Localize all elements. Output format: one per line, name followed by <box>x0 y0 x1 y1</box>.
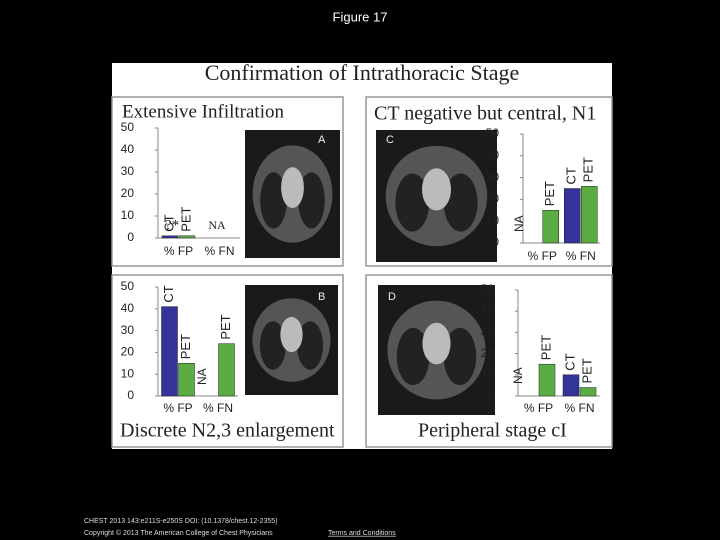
bar <box>178 363 195 397</box>
series-label: PET <box>218 314 233 339</box>
citation: CHEST 2013 143:e211S-e250S DOI: (10.1378… <box>84 518 278 525</box>
x-tick-label: % FP <box>164 244 193 258</box>
bar <box>581 186 598 244</box>
y-tick-label: 0 <box>127 388 134 402</box>
y-tick-label: 30 <box>481 325 495 339</box>
x-tick-label: % FP <box>528 249 557 263</box>
x-tick-label: % FN <box>203 401 233 415</box>
bar <box>178 235 196 239</box>
series-label: PET <box>538 335 553 360</box>
panel-letter: B <box>318 291 325 303</box>
ct-lung <box>443 173 478 232</box>
y-tick-label: 20 <box>481 346 495 360</box>
x-tick-label: % FN <box>205 244 235 258</box>
x-tick-label: % FN <box>566 249 596 263</box>
panel-border <box>365 274 613 448</box>
copyright: Copyright © 2013 The American College of… <box>84 529 273 537</box>
series-label: PET <box>178 334 193 359</box>
ct-lung <box>443 327 477 386</box>
terms-link[interactable]: Terms and Conditions <box>328 530 396 537</box>
series-label: PET <box>579 358 594 383</box>
ct-lung <box>298 172 325 229</box>
y-tick-label: 0 <box>487 388 494 402</box>
y-tick-label: 0 <box>127 230 134 244</box>
y-tick-label: 40 <box>121 142 135 156</box>
bar <box>562 374 580 397</box>
series-label: PET <box>581 157 596 182</box>
panel-border <box>365 96 613 267</box>
series-label: CT <box>562 353 577 370</box>
panel-letter: A <box>318 134 326 146</box>
y-tick-label: 10 <box>121 366 135 380</box>
annotation: ?* <box>165 217 179 233</box>
y-tick-label: 10 <box>121 208 135 222</box>
bar <box>564 188 581 244</box>
annotation: NA <box>511 367 525 384</box>
ct-lung <box>395 173 430 232</box>
panel-letter: C <box>386 134 394 146</box>
ct-mediastinum <box>421 168 452 211</box>
y-tick-label: 50 <box>121 120 135 134</box>
y-tick-label: 50 <box>121 279 135 293</box>
panel-title: CT negative but central, N1 <box>374 103 596 125</box>
y-tick-label: 20 <box>121 345 135 359</box>
figure-title: Confirmation of Intrathoracic Stage <box>205 60 520 85</box>
slide-title: Figure 17 <box>333 9 388 24</box>
ct-mediastinum <box>280 316 303 353</box>
panel-title: Discrete N2,3 enlargement <box>120 420 335 442</box>
y-tick-label: 20 <box>121 186 135 200</box>
bar <box>161 235 179 239</box>
bar <box>218 343 235 397</box>
bar <box>161 306 178 397</box>
y-tick-label: 50 <box>481 282 495 296</box>
figure <box>112 63 612 449</box>
series-label: PET <box>178 206 193 231</box>
panel-title: Peripheral stage cI <box>418 420 567 442</box>
panel-title: Extensive Infiltration <box>122 101 284 122</box>
annotation: NA <box>208 218 226 232</box>
series-label: CT <box>161 285 176 302</box>
series-label: CT <box>564 167 579 184</box>
y-tick-label: 40 <box>121 301 135 315</box>
ct-lung <box>396 327 430 386</box>
ct-lung <box>297 321 324 370</box>
panel-border <box>111 96 344 267</box>
y-tick-label: 40 <box>481 303 495 317</box>
annotation: NA <box>512 215 526 232</box>
x-tick-label: % FP <box>524 401 553 415</box>
bar <box>542 210 559 244</box>
series-label: CT <box>161 214 176 231</box>
x-tick-label: % FN <box>565 401 595 415</box>
y-tick-label: 10 <box>486 213 500 227</box>
panel-letter: D <box>388 291 396 303</box>
y-tick-label: 30 <box>486 170 500 184</box>
ct-lung <box>260 172 287 229</box>
series-label: PET <box>542 181 557 206</box>
panel-border <box>111 274 344 448</box>
x-tick-label: % FP <box>163 401 192 415</box>
bar <box>538 363 556 397</box>
y-tick-label: 30 <box>121 164 135 178</box>
y-tick-label: 20 <box>486 192 500 206</box>
annotation: NA <box>195 368 209 385</box>
y-tick-label: 40 <box>486 148 500 162</box>
y-tick-label: 10 <box>481 367 495 381</box>
ct-mediastinum <box>422 322 451 365</box>
y-tick-label: 50 <box>486 126 500 140</box>
y-tick-label: 30 <box>121 323 135 337</box>
ct-mediastinum <box>281 167 304 209</box>
bar <box>579 387 597 397</box>
ct-lung <box>259 321 286 370</box>
y-tick-label: 0 <box>492 235 499 249</box>
